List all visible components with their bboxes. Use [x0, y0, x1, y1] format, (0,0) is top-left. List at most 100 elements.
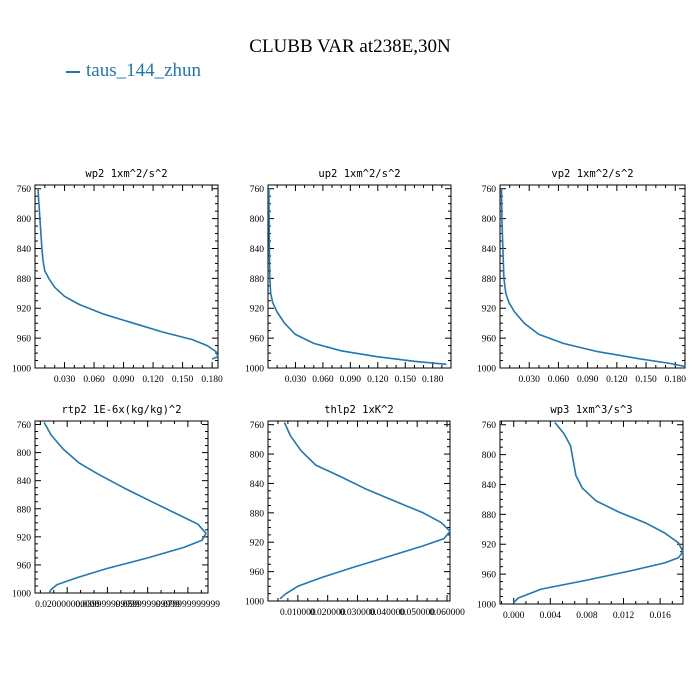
x-tick-label: 0.020000 [310, 608, 346, 618]
y-tick-label: 960 [17, 335, 32, 345]
x-tick-label: 0.030 [519, 375, 541, 385]
x-tick-label: 0.039999999999 [75, 600, 139, 610]
y-tick-label: 760 [482, 421, 497, 431]
x-tick-label: 0.150 [395, 375, 417, 385]
y-tick-label: 1000 [12, 365, 31, 375]
y-tick-label: 920 [17, 533, 32, 543]
y-tick-label: 880 [17, 505, 32, 515]
series-line [37, 188, 219, 360]
y-tick-label: 760 [17, 421, 32, 431]
series-line [43, 422, 207, 594]
x-tick-label: 0.004 [540, 611, 562, 621]
plot-frame [34, 184, 219, 369]
y-tick-label: 960 [482, 571, 497, 581]
y-tick-label: 880 [482, 275, 497, 285]
plot-frame [267, 420, 451, 602]
x-tick-label: 0.060 [312, 375, 334, 385]
series-line [279, 422, 451, 600]
x-tick-label: 0.150 [172, 375, 194, 385]
plot-frame [34, 420, 209, 594]
x-tick-label: 0.060 [83, 375, 105, 385]
series-line [500, 188, 686, 368]
x-tick-label: 0.012 [613, 611, 635, 621]
figure-title: CLUBB VAR at238E,30N [249, 36, 451, 57]
legend-swatch [66, 70, 80, 73]
y-tick-label: 920 [482, 305, 497, 315]
y-tick-label: 960 [250, 335, 265, 345]
y-tick-label: 800 [482, 215, 497, 225]
plot-frame [499, 420, 684, 605]
x-tick-label: 0.090 [340, 375, 362, 385]
plot-frame [267, 184, 452, 369]
subplot-6: wp3 1xm^3/s^3 760 800 840 880 920 960 1000 0.000… [477, 404, 684, 621]
x-tick-label: 0.020000000000 [35, 600, 99, 610]
y-tick-label: 840 [17, 245, 32, 255]
x-tick-label: 0.090 [577, 375, 599, 385]
x-tick-label: 0.008 [576, 611, 598, 621]
x-tick-label: 0.120 [142, 375, 164, 385]
x-tick-label: 0.059999999999 [116, 600, 180, 610]
subplot-title: wp3 1xm^3/s^3 [550, 404, 632, 416]
x-tick-label: 0.060000 [429, 608, 465, 618]
subplot-title: thlp2 1xK^2 [324, 404, 394, 416]
y-tick-label: 800 [250, 451, 265, 461]
legend-label: taus_144_zhun [86, 60, 202, 81]
y-tick-label: 1000 [245, 365, 264, 375]
y-tick-label: 1000 [477, 365, 496, 375]
subplot-title: rtp2 1E-6x(kg/kg)^2 [61, 404, 181, 416]
y-tick-label: 840 [250, 480, 265, 490]
subplot-1: wp2 1xm^2/s^2 760 800 840 880 920 960 1000 0.030… [12, 168, 223, 385]
x-tick-label: 0.030 [54, 375, 76, 385]
x-tick-label: 0.030 [285, 375, 307, 385]
x-tick-label: 0.079999999999 [156, 600, 220, 610]
x-tick-label: 0.050000 [399, 608, 435, 618]
x-tick-label: 0.000 [503, 611, 525, 621]
x-tick-label: 0.060 [548, 375, 570, 385]
x-tick-label: 0.010000 [280, 608, 316, 618]
y-tick-label: 880 [482, 511, 497, 521]
y-tick-label: 960 [17, 561, 32, 571]
y-tick-label: 760 [250, 421, 265, 431]
y-tick-label: 800 [17, 449, 32, 459]
y-tick-label: 840 [250, 245, 265, 255]
series-line [513, 421, 684, 604]
subplot-title: wp2 1xm^2/s^2 [85, 168, 167, 180]
x-tick-label: 0.090 [113, 375, 135, 385]
subplot-2: up2 1xm^2/s^2 760 800 840 880 920 960 1000 0.030… [245, 168, 452, 385]
y-tick-label: 1000 [477, 601, 496, 611]
y-tick-label: 800 [482, 451, 497, 461]
x-tick-label: 0.120 [367, 375, 389, 385]
y-tick-label: 840 [482, 245, 497, 255]
y-tick-label: 920 [17, 305, 32, 315]
subplot-3: vp2 1xm^2/s^2 760 800 840 880 920 960 1000 0.030… [477, 168, 686, 385]
x-tick-label: 0.040000 [370, 608, 406, 618]
y-tick-label: 1000 [245, 598, 264, 608]
y-tick-label: 920 [250, 539, 265, 549]
subplot-5: thlp2 1xK^2 760 800 840 880 920 960 1000 0.01000… [245, 404, 465, 618]
y-tick-label: 880 [250, 509, 265, 519]
y-tick-label: 880 [17, 275, 32, 285]
plot-frame [499, 184, 686, 369]
y-tick-label: 800 [17, 215, 32, 225]
legend: taus_144_zhun [66, 60, 201, 82]
x-tick-label: 0.180 [201, 375, 223, 385]
y-tick-label: 760 [250, 185, 265, 195]
y-tick-label: 800 [250, 215, 265, 225]
y-tick-label: 960 [482, 335, 497, 345]
subplot-title: up2 1xm^2/s^2 [318, 168, 400, 180]
series-line [268, 188, 447, 366]
y-tick-label: 1000 [12, 590, 31, 600]
y-tick-label: 760 [482, 185, 497, 195]
x-tick-label: 0.016 [649, 611, 671, 621]
x-tick-label: 0.030000 [340, 608, 376, 618]
subplot-title: vp2 1xm^2/s^2 [551, 168, 633, 180]
y-tick-label: 760 [17, 185, 32, 195]
y-tick-label: 920 [482, 541, 497, 551]
subplot-4: rtp2 1E-6x(kg/kg)^2 760 800 840 880 920 960 100… [12, 404, 220, 610]
y-tick-label: 920 [250, 305, 265, 315]
y-tick-label: 960 [250, 568, 265, 578]
y-tick-label: 840 [482, 481, 497, 491]
x-tick-label: 0.180 [665, 375, 687, 385]
